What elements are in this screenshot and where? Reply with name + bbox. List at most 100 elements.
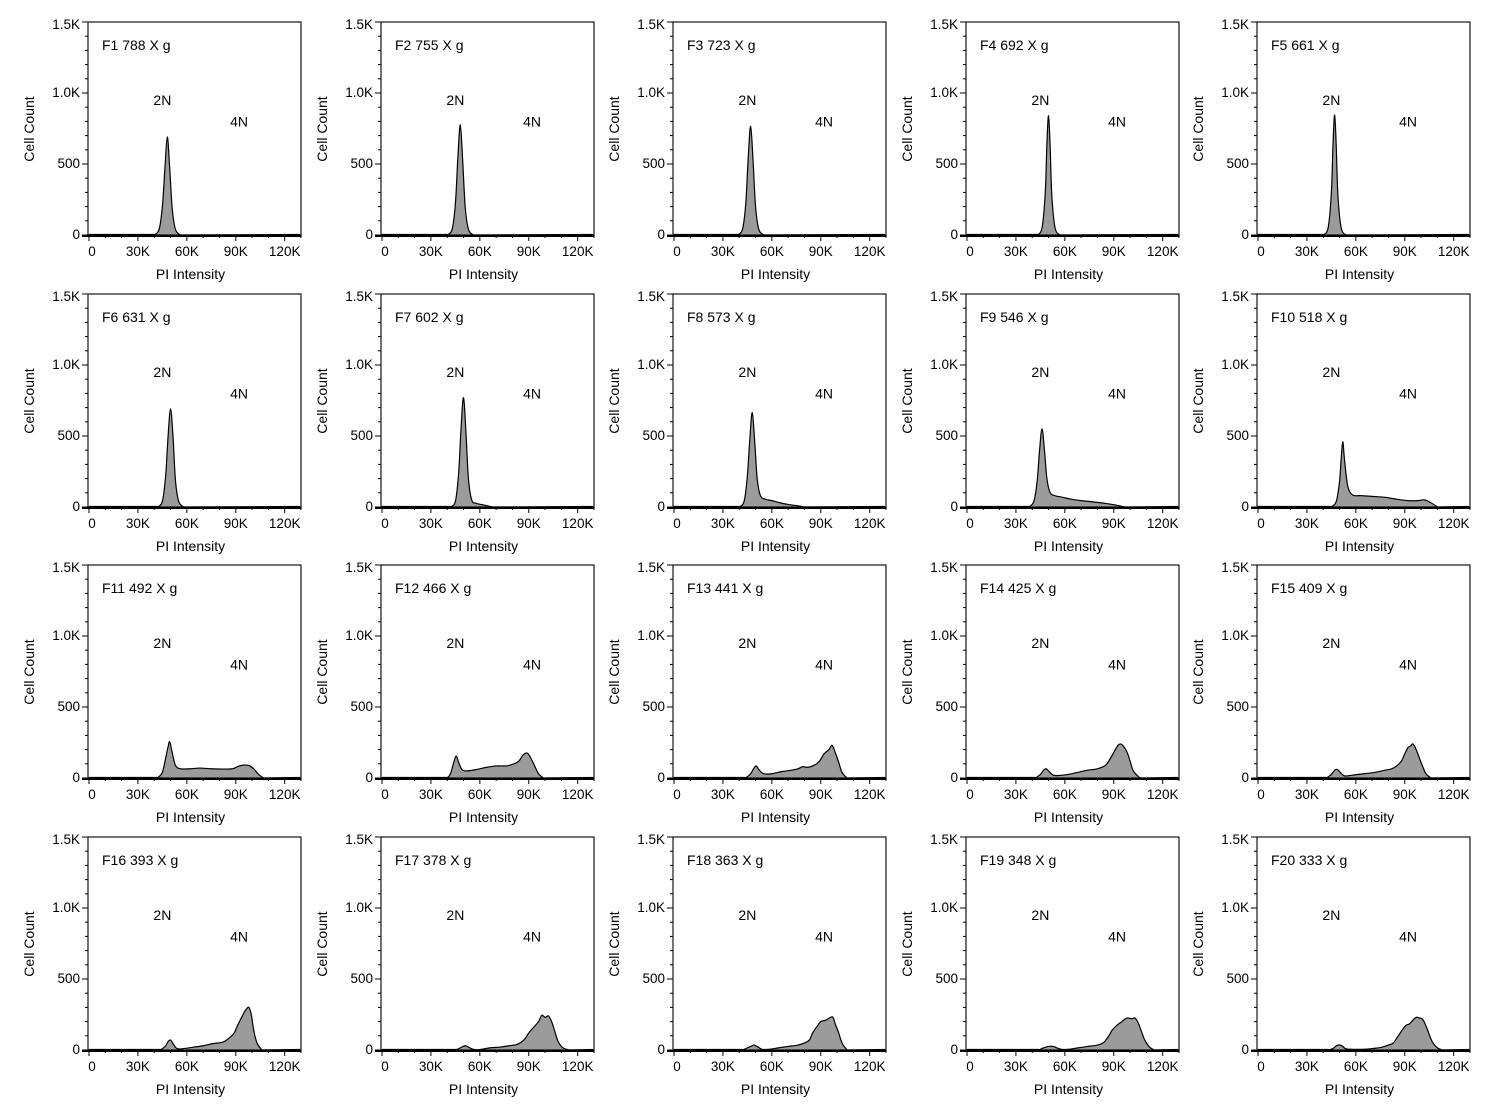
y-tick-label: 0	[657, 1042, 665, 1057]
x-tick-label: 0	[381, 244, 389, 259]
y-tick-label: 1.0K	[637, 85, 665, 100]
histogram-line	[1258, 114, 1470, 236]
y-tick-label: 500	[935, 156, 958, 171]
x-tick-label: 60K	[175, 1059, 199, 1074]
histogram-panel: 0 500 1.0K 1.5K 0 30K 60K 90K 120K PI Intensity Ce…	[314, 289, 595, 554]
x-tick-label: 60K	[468, 787, 492, 802]
histogram-panel: 0 500 1.0K 1.5K 0 30K 60K 90K 120K PI Intensity Ce…	[21, 289, 302, 554]
label-2n: 2N	[446, 364, 464, 380]
x-tick-label: 0	[88, 1059, 96, 1074]
panel-title: F9 546 X g	[980, 309, 1049, 325]
label-4n: 4N	[1399, 385, 1417, 401]
y-tick-label: 1.0K	[637, 900, 665, 915]
y-tick-label: 1.5K	[345, 560, 373, 575]
y-tick-label: 1.5K	[345, 17, 373, 32]
x-tick-label: 0	[966, 244, 974, 259]
x-axis-title: PI Intensity	[1034, 809, 1103, 825]
x-tick-label: 60K	[175, 516, 199, 531]
x-tick-label: 30K	[1004, 787, 1028, 802]
x-tick-label: 30K	[711, 1059, 735, 1074]
y-axis-title: Cell Count	[606, 368, 622, 433]
x-tick-label: 90K	[809, 244, 833, 259]
label-2n: 2N	[1031, 907, 1049, 923]
y-tick-label: 1.0K	[345, 900, 373, 915]
x-tick-label: 60K	[468, 516, 492, 531]
y-tick-label: 0	[365, 499, 373, 514]
x-tick-label: 120K	[854, 516, 886, 531]
x-tick-label: 0	[966, 516, 974, 531]
y-tick-label: 1.0K	[1221, 85, 1249, 100]
panel-title: F13 441 X g	[687, 580, 763, 596]
x-tick-label: 30K	[1004, 1059, 1028, 1074]
y-axis-title: Cell Count	[21, 368, 37, 433]
y-tick-label: 0	[950, 770, 958, 785]
label-4n: 4N	[1399, 656, 1417, 672]
x-axis-title: PI Intensity	[1034, 1081, 1103, 1097]
x-tick-label: 30K	[1295, 244, 1319, 259]
y-tick-label: 0	[950, 227, 958, 242]
histogram-fill	[89, 741, 264, 778]
y-tick-label: 1.5K	[930, 560, 958, 575]
histogram-fill	[967, 428, 1126, 507]
x-tick-label: 120K	[854, 1059, 886, 1074]
histogram-fill	[382, 124, 474, 235]
y-tick-label: 1.5K	[930, 289, 958, 304]
x-tick-label: 90K	[517, 787, 541, 802]
x-tick-label: 30K	[419, 1059, 443, 1074]
x-axis-title: PI Intensity	[741, 538, 810, 554]
x-tick-label: 120K	[562, 1059, 594, 1074]
y-tick-label: 1.5K	[637, 289, 665, 304]
label-4n: 4N	[815, 385, 833, 401]
x-tick-label: 90K	[224, 244, 248, 259]
x-tick-label: 30K	[1295, 787, 1319, 802]
x-tick-label: 90K	[1393, 787, 1417, 802]
y-tick-label: 1.5K	[1221, 17, 1249, 32]
x-tick-label: 120K	[269, 1059, 301, 1074]
y-tick-label: 500	[350, 428, 373, 443]
panel-title: F12 466 X g	[395, 580, 471, 596]
panel-title: F1 788 X g	[102, 37, 171, 53]
x-tick-label: 30K	[711, 516, 735, 531]
histogram-fill	[674, 412, 805, 507]
histogram-panel: 0 500 1.0K 1.5K 0 30K 60K 90K 120K PI Intensity Ce…	[314, 17, 595, 282]
x-tick-label: 60K	[1053, 787, 1077, 802]
y-tick-label: 1.5K	[52, 17, 80, 32]
x-tick-label: 30K	[1295, 1059, 1319, 1074]
histogram-fill	[1258, 743, 1431, 778]
x-tick-label: 90K	[809, 516, 833, 531]
histogram-panel: 0 500 1.0K 1.5K 0 30K 60K 90K 120K PI Intensity Ce…	[21, 17, 302, 282]
y-tick-label: 500	[935, 699, 958, 714]
histogram-line	[1258, 441, 1470, 508]
histogram-panel: 0 500 1.0K 1.5K 0 30K 60K 90K 120K PI Intensity Ce…	[314, 560, 595, 825]
label-4n: 4N	[1399, 928, 1417, 944]
x-tick-label: 90K	[1393, 1059, 1417, 1074]
histogram-line	[674, 411, 886, 508]
histogram-panel: 0 500 1.0K 1.5K 0 30K 60K 90K 120K PI Intensity Ce…	[1190, 289, 1471, 554]
plot-frame	[87, 293, 302, 508]
x-tick-label: 90K	[1102, 787, 1126, 802]
x-tick-label: 0	[381, 1059, 389, 1074]
x-tick-label: 0	[673, 787, 681, 802]
y-tick-label: 1.0K	[930, 900, 958, 915]
histogram-line	[382, 752, 594, 779]
label-2n: 2N	[1322, 635, 1340, 651]
x-tick-label: 30K	[1004, 516, 1028, 531]
x-axis-title: PI Intensity	[156, 1081, 225, 1097]
y-tick-label: 1.5K	[52, 289, 80, 304]
panel-title: F4 692 X g	[980, 37, 1049, 53]
x-tick-label: 90K	[1102, 244, 1126, 259]
plot-frame	[87, 564, 302, 779]
histogram-fill	[382, 1015, 570, 1050]
y-axis-title: Cell Count	[606, 639, 622, 704]
x-axis-title: PI Intensity	[741, 266, 810, 282]
y-axis-title: Cell Count	[1190, 96, 1206, 161]
x-tick-label: 90K	[1393, 516, 1417, 531]
histogram-fill	[382, 397, 493, 507]
x-tick-label: 120K	[562, 244, 594, 259]
x-tick-label: 0	[381, 516, 389, 531]
x-tick-label: 90K	[517, 1059, 541, 1074]
y-axis-title: Cell Count	[899, 639, 915, 704]
y-tick-label: 1.0K	[930, 357, 958, 372]
label-2n: 2N	[153, 907, 171, 923]
